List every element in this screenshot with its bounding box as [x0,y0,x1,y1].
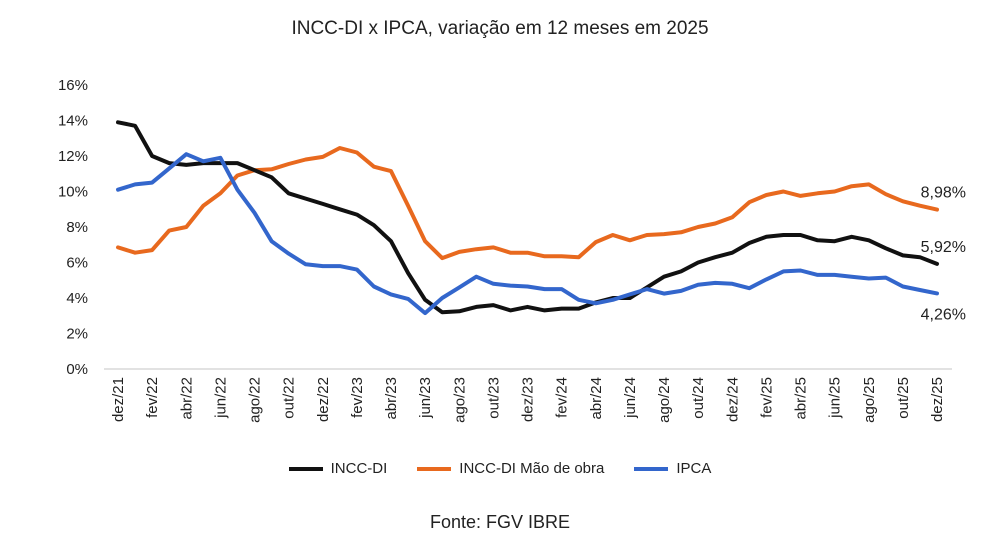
legend-item: IPCA [634,460,711,477]
x-tick-label: jun/22 [212,377,229,419]
legend-swatch [634,466,669,471]
x-tick-label: ago/25 [861,377,878,423]
legend-label: INCC-DI [330,460,388,477]
x-tick-label: jun/24 [622,377,639,419]
legend-swatch [288,466,323,471]
x-tick-label: dez/21 [110,377,127,422]
y-tick-label: 16% [58,77,88,94]
x-tick-label: ago/24 [656,377,673,423]
x-tick-label: dez/23 [520,377,537,422]
x-tick-label: abr/23 [383,377,400,420]
y-tick-label: 10% [58,184,88,201]
legend-label: INCC-DI Mão de obra [459,460,605,477]
x-tick-label: fev/25 [758,377,775,418]
x-tick-label: dez/24 [724,377,741,422]
y-tick-label: 0% [66,361,88,378]
x-tick-label: out/22 [281,377,298,419]
x-tick-label: fev/24 [554,377,571,418]
end-value-label: 8,98% [921,185,966,202]
y-tick-label: 14% [58,113,88,130]
y-tick-label: 8% [66,219,88,236]
source-note: Fonte: FGV IBRE [429,512,571,532]
series-line-ipca [116,152,939,316]
y-tick-label: 12% [58,148,88,165]
legend-swatch [417,466,452,471]
y-tick-label: 2% [66,326,88,343]
series-line-incc-di [116,120,939,315]
end-value-label: 4,26% [921,306,966,323]
x-tick-label: out/25 [895,377,912,419]
legend: INCC-DI INCC-DI Mão de obra IPCA [0,460,1000,477]
y-tick-label: 4% [66,290,88,307]
x-tick-label: ago/23 [451,377,468,423]
end-value-label: 5,92% [921,239,966,256]
x-tick-label: jun/25 [827,377,844,419]
x-tick-label: out/23 [485,377,502,419]
x-tick-label: jun/23 [417,377,434,419]
x-tick-label: fev/23 [349,377,366,418]
x-tick-label: abr/22 [178,377,195,420]
x-tick-label: out/24 [690,377,707,419]
legend-label: IPCA [676,460,712,477]
legend-item: INCC-DI [288,460,388,477]
x-tick-label: dez/25 [929,377,946,422]
x-tick-label: ago/22 [247,377,264,423]
legend-item: INCC-DI Mão de obra [417,460,604,477]
x-tick-label: fev/22 [144,377,161,418]
chart-title: INCC-DI x IPCA, variação em 12 meses em … [291,18,709,39]
x-tick-label: abr/24 [588,377,605,420]
y-tick-label: 6% [66,255,88,272]
x-tick-label: abr/25 [793,377,810,420]
x-tick-label: dez/22 [315,377,332,422]
